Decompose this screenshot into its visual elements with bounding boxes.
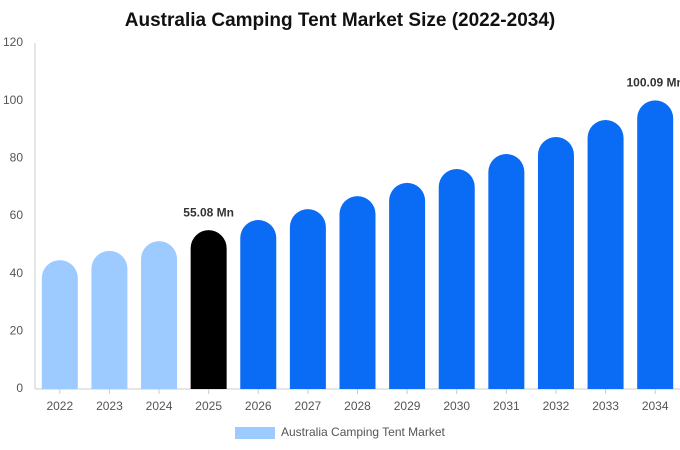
y-tick-label: 120	[3, 35, 23, 49]
x-tick-label: 2023	[96, 399, 123, 413]
x-tick-label: 2031	[493, 399, 520, 413]
y-tick-label: 60	[10, 208, 24, 222]
bar	[537, 136, 574, 389]
x-tick-label: 2028	[344, 399, 371, 413]
bar	[41, 260, 78, 389]
y-tick-label: 80	[10, 151, 24, 165]
chart-title: Australia Camping Tent Market Size (2022…	[125, 10, 555, 31]
bar	[190, 230, 227, 389]
x-tick-label: 2025	[195, 399, 222, 413]
bar	[141, 241, 178, 389]
value-label: 55.08 Mn	[183, 205, 234, 219]
legend-swatch	[235, 427, 275, 439]
y-tick-label: 40	[10, 266, 24, 280]
x-tick-label: 2032	[543, 399, 570, 413]
bar	[587, 119, 624, 390]
x-tick-label: 2029	[394, 399, 421, 413]
x-tick-label: 2033	[592, 399, 619, 413]
bar	[438, 169, 475, 389]
x-tick-label: 2027	[295, 399, 322, 413]
bar	[339, 196, 376, 389]
bar	[289, 209, 326, 389]
y-tick-label: 100	[3, 93, 23, 107]
x-tick-label: 2034	[642, 399, 669, 413]
y-tick-label: 0	[16, 381, 23, 395]
bar	[637, 100, 674, 389]
bar	[91, 250, 128, 389]
bar	[240, 220, 277, 389]
bar	[389, 182, 426, 389]
x-tick-label: 2022	[46, 399, 73, 413]
legend-label: Australia Camping Tent Market	[281, 425, 446, 439]
x-tick-label: 2024	[146, 399, 173, 413]
y-tick-label: 20	[10, 324, 24, 338]
bar	[488, 154, 525, 389]
value-label: 100.09 Mn	[627, 76, 680, 90]
x-tick-label: 2030	[443, 399, 470, 413]
x-tick-label: 2026	[245, 399, 272, 413]
